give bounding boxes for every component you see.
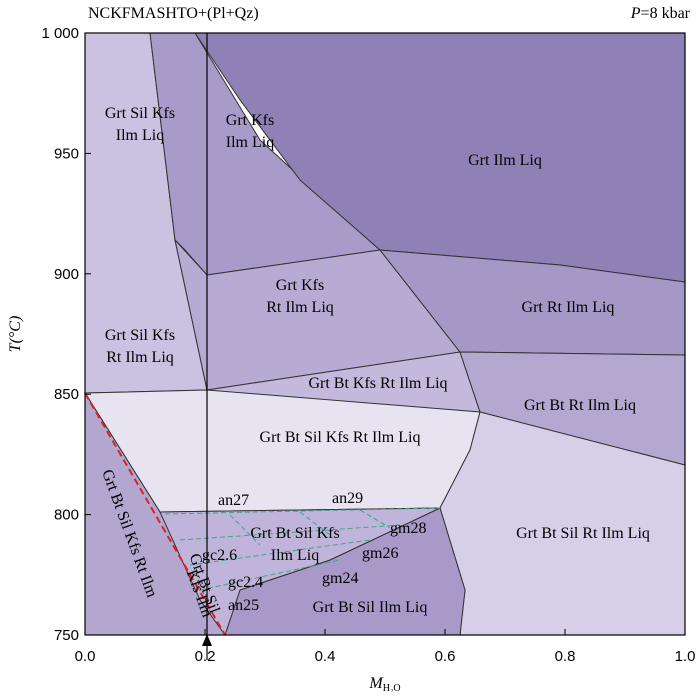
isopleth (179, 524, 401, 541)
field-label-line: Grt Bt Rt Ilm Liq (524, 397, 636, 414)
pressure-symbol: P (630, 5, 641, 22)
y-tick-label: 950 (54, 145, 79, 162)
field-label: Grt Bt Sil Ilm Liq (313, 599, 428, 616)
x-axis-label: MH₂O (368, 675, 400, 692)
field-label: Grt Ilm Liq (468, 152, 542, 169)
isopleth-label: gc2.4 (228, 574, 263, 591)
field-label-line: Grt Bt Sil Ilm Liq (313, 599, 428, 616)
field-label-line: Grt Bt Sil Rt Ilm Liq (516, 525, 650, 542)
field-label: Grt Sil Kfs Rt Ilm Liq (105, 327, 175, 366)
isopleth (229, 514, 261, 546)
field-label: Grt Kfs Ilm Liq (226, 112, 274, 151)
isopleth (189, 539, 371, 566)
field-label-line: Grt Bt Sil Kfs (250, 525, 339, 542)
field-label-line: Grt Kfs (226, 112, 274, 129)
axes: 0.0 0.2 0.4 0.6 0.8 1.0 750 800 850 900 950 1 000 (41, 25, 695, 665)
field-label: Grt Bt Sil Rt Ilm Liq (516, 525, 650, 542)
field-label-line: Grt Sil Kfs (105, 105, 175, 122)
x-tick-label: 0.2 (195, 648, 216, 665)
isopleth-label: an27 (218, 492, 249, 509)
isopleth-label: gm28 (390, 520, 426, 537)
y-tick-label: 750 (54, 627, 79, 644)
isopleth-label: an25 (228, 597, 259, 614)
field-label: Grt Rt Ilm Liq (522, 299, 615, 316)
field-label-line: Ilm Liq (226, 134, 274, 151)
isopleth (359, 509, 391, 529)
arrow (202, 634, 212, 646)
x-tick-label: 0.6 (435, 648, 456, 665)
y-tick-label: 800 (54, 507, 79, 524)
field-label: Grt Bt Rt Ilm Liq (524, 397, 636, 414)
plot-frame (84, 32, 686, 636)
field-label-line: Grt Sil Kfs (105, 327, 175, 344)
field-label: Grt Bt Sil Kfs Rt Ilm Liq (260, 429, 421, 446)
field-label-line: Ilm Liq (116, 127, 164, 144)
field-label-line: Rt Ilm Liq (266, 299, 334, 316)
pressure-text: =8 kbar (641, 5, 691, 22)
x-tick-label: 0.0 (75, 648, 96, 665)
x-tick-label: 0.4 (315, 648, 336, 665)
isopleth-lines (164, 507, 441, 591)
y-tick-label: 900 (54, 266, 79, 283)
isopleth-label: gm24 (322, 570, 358, 587)
isopleth-label: an29 (332, 490, 363, 507)
field-label: Grt Bt Sil Kfs Ilm Liq (250, 525, 339, 564)
isopleth-label: gc2.6 (202, 547, 237, 564)
field-label-line: Grt Ilm Liq (468, 152, 542, 169)
y-tick-label: 1 000 (41, 25, 79, 42)
field-label-line: Grt Bt Sil Kfs Rt Ilm Liq (260, 429, 421, 446)
x-tick-label: 1.0 (675, 648, 696, 665)
red-boundary (84, 392, 226, 636)
field-label-line: Grt Bt Kfs Rt Ilm Liq (308, 375, 447, 392)
field-label-line: Grt Rt Ilm Liq (522, 299, 615, 316)
x-subscript: H₂O (383, 683, 401, 692)
field-label-line: Rt Ilm Liq (106, 349, 174, 366)
pressure: P=8 kbar (630, 5, 691, 22)
title: NCKFMASHTO+(Pl+Qz) (88, 5, 259, 22)
x-symbol: M (368, 675, 384, 692)
field-label-line: Ilm Liq (271, 547, 319, 564)
fields (84, 32, 686, 637)
field-label: Grt Kfs Rt Ilm Liq (266, 277, 334, 316)
isopleth-label: gm26 (362, 545, 398, 562)
field-label: Grt Bt Kfs Rt Ilm Liq (308, 375, 447, 392)
y-axis-label: T(°C) (7, 316, 24, 353)
field-label-line: Grt Kfs (276, 277, 324, 294)
field-label: Grt Sil Kfs Ilm Liq (105, 105, 175, 144)
isopleth (164, 507, 441, 515)
x-tick-label: 0.8 (555, 648, 576, 665)
isopleth (299, 511, 331, 536)
y-tick-label: 850 (54, 386, 79, 403)
